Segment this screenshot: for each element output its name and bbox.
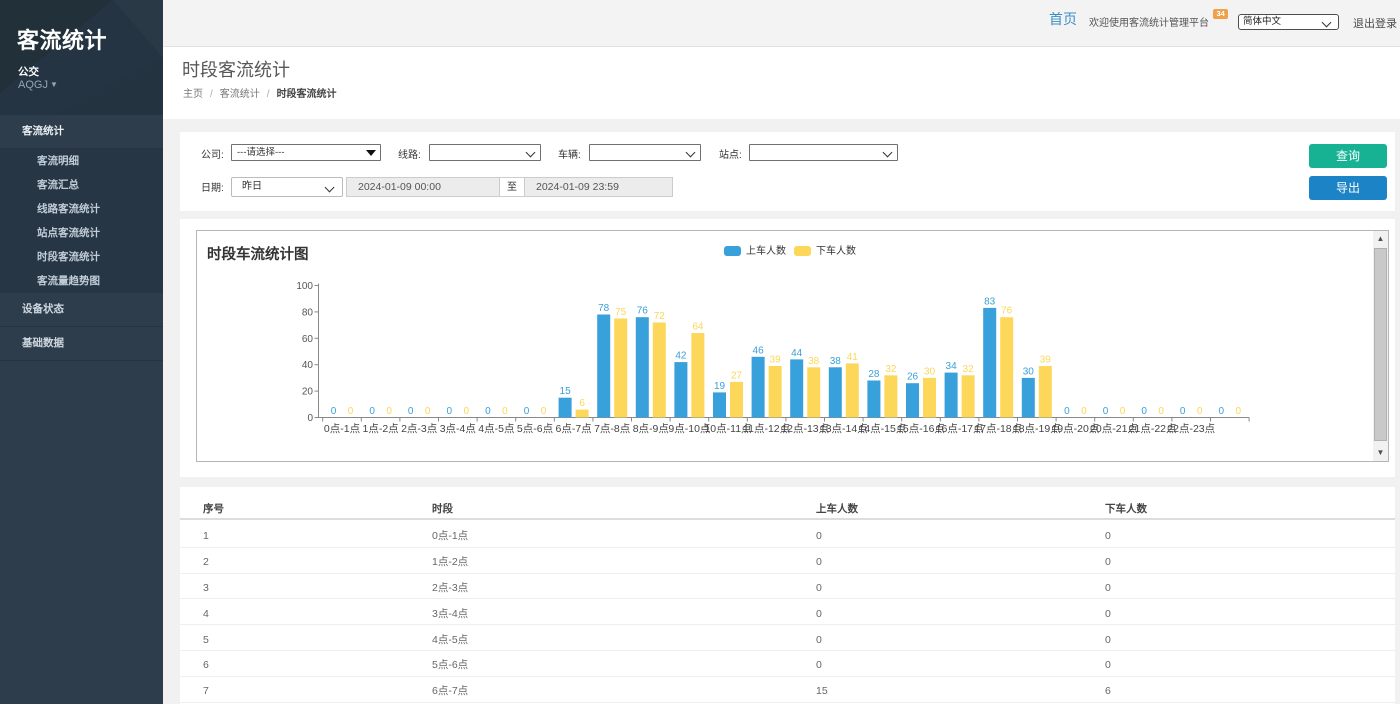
svg-text:0: 0 [369, 406, 375, 417]
svg-text:42: 42 [675, 350, 687, 361]
svg-text:19点-20点: 19点-20点 [1051, 423, 1099, 435]
svg-text:2点-3点: 2点-3点 [401, 423, 437, 435]
svg-text:64: 64 [692, 321, 704, 332]
svg-text:20: 20 [302, 386, 314, 397]
svg-text:0: 0 [425, 406, 431, 417]
svg-text:0: 0 [541, 406, 547, 417]
svg-text:21点-22点: 21点-22点 [1129, 423, 1177, 435]
svg-text:28: 28 [868, 369, 880, 380]
svg-text:76: 76 [1001, 305, 1013, 316]
svg-text:8点-9点: 8点-9点 [633, 423, 669, 435]
svg-text:44: 44 [791, 347, 803, 358]
svg-text:0: 0 [464, 406, 470, 417]
svg-text:0: 0 [1236, 406, 1242, 417]
svg-text:38: 38 [830, 355, 842, 366]
svg-text:3点-4点: 3点-4点 [440, 423, 476, 435]
svg-text:0: 0 [386, 406, 392, 417]
svg-text:100: 100 [296, 281, 313, 292]
svg-text:75: 75 [615, 307, 627, 318]
svg-text:0点-1点: 0点-1点 [324, 423, 360, 435]
svg-text:15: 15 [560, 386, 572, 397]
svg-text:0: 0 [1197, 406, 1203, 417]
svg-text:15点-16点: 15点-16点 [897, 423, 945, 435]
svg-text:0: 0 [1120, 406, 1126, 417]
svg-text:10点-11点: 10点-11点 [704, 423, 751, 435]
svg-text:46: 46 [753, 345, 765, 356]
svg-text:14点-15点: 14点-15点 [858, 423, 906, 435]
svg-text:0: 0 [524, 406, 530, 417]
svg-text:39: 39 [770, 354, 782, 365]
svg-text:0: 0 [502, 406, 508, 417]
svg-text:6点-7点: 6点-7点 [556, 423, 592, 435]
svg-text:72: 72 [654, 311, 666, 322]
svg-text:34: 34 [946, 361, 958, 372]
svg-text:26: 26 [907, 371, 919, 382]
svg-text:0: 0 [1219, 406, 1225, 417]
svg-text:17点-18点: 17点-18点 [974, 423, 1022, 435]
svg-text:0: 0 [1064, 406, 1070, 417]
svg-text:16点-17点: 16点-17点 [936, 423, 984, 435]
svg-text:0: 0 [447, 406, 453, 417]
svg-text:40: 40 [302, 360, 314, 371]
svg-text:80: 80 [302, 307, 314, 318]
svg-text:11点-12点: 11点-12点 [743, 423, 790, 435]
svg-text:38: 38 [808, 355, 820, 366]
svg-text:1点-2点: 1点-2点 [363, 423, 399, 435]
svg-text:0: 0 [348, 406, 354, 417]
svg-text:22点-23点: 22点-23点 [1167, 423, 1215, 435]
svg-text:0: 0 [1158, 406, 1164, 417]
svg-text:4点-5点: 4点-5点 [478, 423, 514, 435]
svg-text:39: 39 [1040, 354, 1052, 365]
svg-text:6: 6 [579, 398, 585, 409]
svg-text:78: 78 [598, 303, 610, 314]
svg-text:7点-8点: 7点-8点 [594, 423, 630, 435]
svg-text:19: 19 [714, 380, 726, 391]
svg-text:30: 30 [1023, 366, 1035, 377]
svg-text:32: 32 [963, 363, 975, 374]
svg-text:0: 0 [1180, 406, 1186, 417]
svg-text:27: 27 [731, 370, 743, 381]
svg-text:13点-14点: 13点-14点 [820, 423, 868, 435]
svg-text:12点-13点: 12点-13点 [781, 423, 829, 435]
svg-text:0: 0 [1081, 406, 1087, 417]
svg-text:18点-19点: 18点-19点 [1013, 423, 1061, 435]
svg-text:32: 32 [885, 363, 897, 374]
svg-text:76: 76 [637, 305, 649, 316]
svg-text:0: 0 [1103, 406, 1109, 417]
svg-text:5点-6点: 5点-6点 [517, 423, 553, 435]
svg-text:9点-10点: 9点-10点 [668, 423, 710, 435]
svg-text:20点-21点: 20点-21点 [1090, 423, 1138, 435]
svg-text:83: 83 [984, 296, 996, 307]
svg-text:41: 41 [847, 351, 859, 362]
svg-text:0: 0 [331, 406, 337, 417]
svg-text:30: 30 [924, 366, 936, 377]
svg-text:60: 60 [302, 333, 314, 344]
svg-text:0: 0 [1141, 406, 1147, 417]
svg-text:0: 0 [307, 413, 313, 424]
svg-text:0: 0 [485, 406, 491, 417]
svg-text:0: 0 [408, 406, 414, 417]
